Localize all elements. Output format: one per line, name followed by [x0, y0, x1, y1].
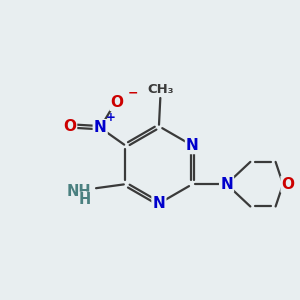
Text: N: N	[220, 177, 233, 192]
Text: H: H	[79, 192, 91, 207]
Text: CH₃: CH₃	[147, 82, 174, 96]
Text: +: +	[106, 111, 116, 124]
Text: N: N	[186, 138, 199, 153]
Text: −: −	[128, 86, 138, 100]
Text: O: O	[111, 95, 124, 110]
Text: O: O	[282, 177, 295, 192]
Text: N: N	[94, 120, 106, 135]
Text: NH: NH	[67, 184, 91, 199]
Text: N: N	[152, 196, 165, 211]
Text: O: O	[63, 119, 76, 134]
